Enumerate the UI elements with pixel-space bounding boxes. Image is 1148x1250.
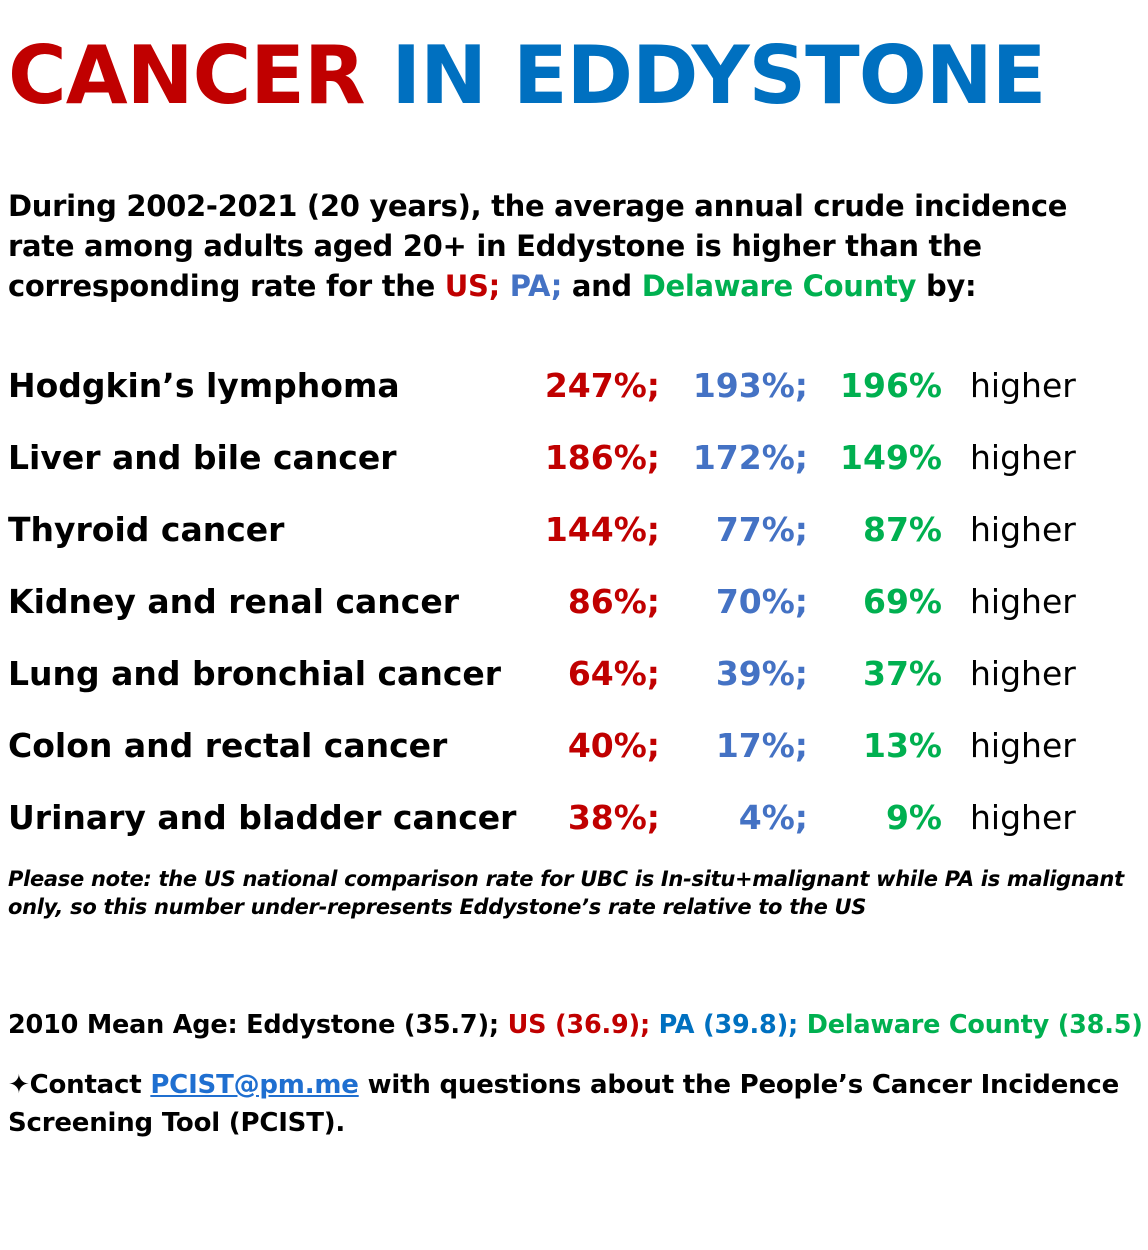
contact-email-link[interactable]: PCIST@pm.me xyxy=(150,1070,359,1100)
table-row: Lung and bronchial cancer 64%; 39%; 37% high… xyxy=(0,650,1148,722)
mean-age-label: 2010 Mean Age: Eddystone (35.7); xyxy=(8,1010,499,1040)
mean-age-line: 2010 Mean Age: Eddystone (35.7); US (36.… xyxy=(8,1006,1143,1044)
higher-label: higher xyxy=(970,654,1076,693)
star-icon: ✦ xyxy=(8,1070,30,1100)
pa-percent: 77%; xyxy=(715,510,808,549)
intro-and: and xyxy=(571,269,632,303)
contact-prefix: Contact xyxy=(29,1070,142,1100)
mean-age-pa: PA (39.8); xyxy=(658,1010,799,1040)
contact-suffix: with questions about the People’s Cancer… xyxy=(8,1070,1120,1138)
delaware-percent: 13% xyxy=(863,726,942,765)
pa-percent: 172%; xyxy=(692,438,808,477)
cancer-type: Colon and rectal cancer xyxy=(8,726,448,765)
mean-age-us: US (36.9); xyxy=(507,1010,651,1040)
mean-age-delaware: Delaware County (38.5) xyxy=(806,1010,1143,1040)
delaware-percent: 69% xyxy=(863,582,942,621)
higher-label: higher xyxy=(970,582,1076,621)
cancer-type: Thyroid cancer xyxy=(8,510,285,549)
cancer-type: Liver and bile cancer xyxy=(8,438,397,477)
intro-pa: PA; xyxy=(509,269,563,303)
us-percent: 186%; xyxy=(544,438,660,477)
intro-by: by: xyxy=(925,269,977,303)
higher-label: higher xyxy=(970,510,1076,549)
higher-label: higher xyxy=(970,798,1076,837)
pa-percent: 193%; xyxy=(692,366,808,405)
intro-paragraph: During 2002-2021 (20 years), the average… xyxy=(8,186,1138,306)
table-row: Thyroid cancer 144%; 77%; 87% higher xyxy=(0,506,1148,578)
footnote: Please note: the US national comparison … xyxy=(8,867,1124,919)
us-percent: 38%; xyxy=(567,798,660,837)
table-row: Colon and rectal cancer 40%; 17%; 13% higher xyxy=(0,722,1148,794)
page-title: CANCER IN EDDYSTONE xyxy=(8,36,1046,116)
cancer-type: Hodgkin’s lymphoma xyxy=(8,366,400,405)
us-percent: 40%; xyxy=(567,726,660,765)
title-cancer: CANCER xyxy=(8,29,366,122)
pa-percent: 17%; xyxy=(715,726,808,765)
delaware-percent: 9% xyxy=(885,798,942,837)
pa-percent: 39%; xyxy=(715,654,808,693)
cancer-type: Kidney and renal cancer xyxy=(8,582,460,621)
us-percent: 144%; xyxy=(544,510,660,549)
us-percent: 64%; xyxy=(567,654,660,693)
comparison-table: Hodgkin’s lymphoma 247%; 193%; 196% higher Li… xyxy=(0,362,1148,866)
table-row: Urinary and bladder cancer 38%; 4%; 9% highe… xyxy=(0,794,1148,866)
table-row: Hodgkin’s lymphoma 247%; 193%; 196% higher xyxy=(0,362,1148,434)
intro-delaware: Delaware County xyxy=(641,269,917,303)
pa-percent: 70%; xyxy=(715,582,808,621)
pa-percent: 4%; xyxy=(738,798,808,837)
table-row: Kidney and renal cancer 86%; 70%; 69% higher xyxy=(0,578,1148,650)
delaware-percent: 87% xyxy=(863,510,942,549)
higher-label: higher xyxy=(970,366,1076,405)
intro-us: US; xyxy=(444,269,500,303)
delaware-percent: 149% xyxy=(840,438,942,477)
cancer-type: Urinary and bladder cancer xyxy=(8,798,517,837)
higher-label: higher xyxy=(970,438,1076,477)
us-percent: 247%; xyxy=(544,366,660,405)
contact-line: ✦Contact PCIST@pm.me with questions abou… xyxy=(8,1066,1128,1142)
intro-text: During 2002-2021 (20 years), the average… xyxy=(8,189,1068,303)
us-percent: 86%; xyxy=(567,582,660,621)
delaware-percent: 37% xyxy=(863,654,942,693)
table-row: Liver and bile cancer 186%; 172%; 149% highe… xyxy=(0,434,1148,506)
delaware-percent: 196% xyxy=(840,366,942,405)
title-in-eddystone: IN EDDYSTONE xyxy=(391,29,1046,122)
higher-label: higher xyxy=(970,726,1076,765)
cancer-type: Lung and bronchial cancer xyxy=(8,654,502,693)
